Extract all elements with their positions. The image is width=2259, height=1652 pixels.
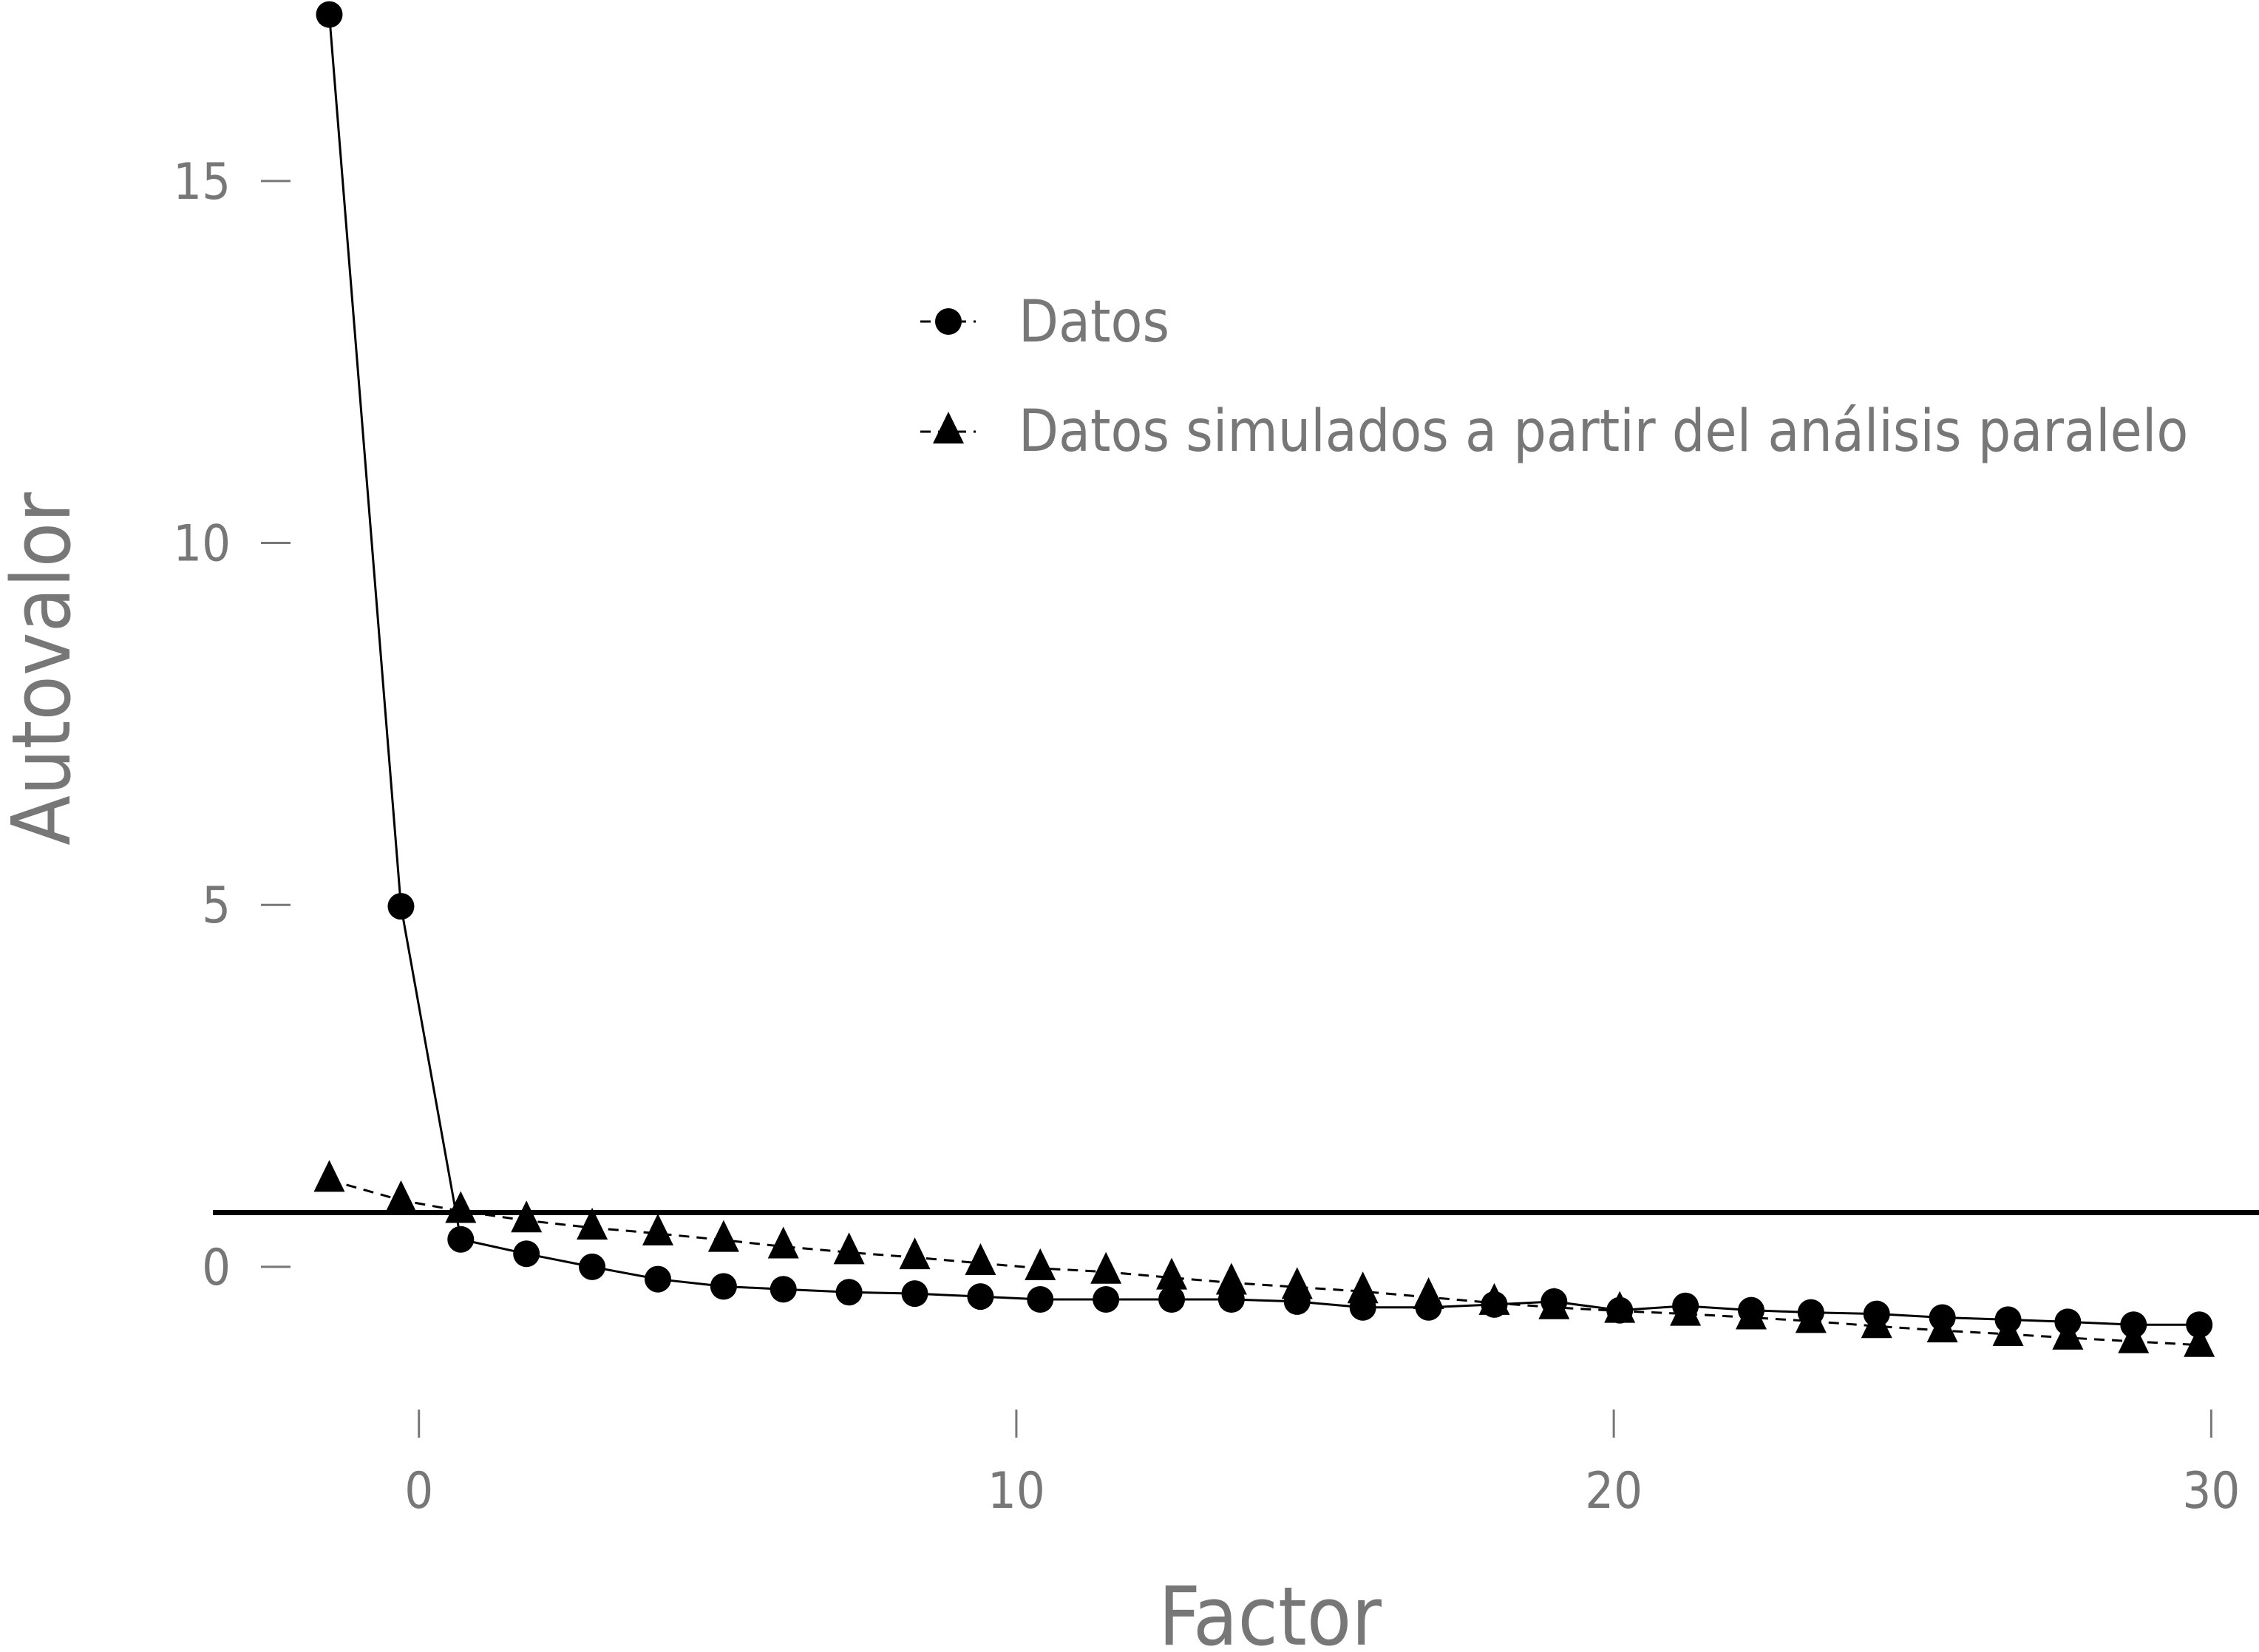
data-point-circle — [579, 1253, 606, 1280]
y-tick-label: 0 — [202, 1239, 231, 1297]
data-point-triangle — [1538, 1287, 1570, 1319]
legend-marker-circle-icon — [935, 308, 962, 335]
data-point-triangle — [1670, 1294, 1702, 1326]
series-layer — [313, 1, 2215, 1357]
legend-item-datos: Datos — [920, 289, 1169, 356]
data-point-triangle — [1861, 1306, 1892, 1339]
y-tick-label: 5 — [202, 877, 231, 935]
x-axis-title: Factor — [1158, 1569, 1382, 1652]
data-point-triangle — [577, 1208, 608, 1240]
data-point-circle — [513, 1240, 540, 1268]
legend-label-simulados: Datos simulados a partir del análisis pa… — [1019, 398, 2188, 465]
data-point-triangle — [833, 1232, 865, 1265]
data-point-triangle — [642, 1213, 673, 1245]
data-point-triangle — [1215, 1262, 1247, 1295]
data-point-circle — [967, 1283, 994, 1311]
legend: Datos Datos simulados a partir del análi… — [920, 289, 2188, 465]
x-tick-label: 10 — [988, 1462, 1045, 1520]
data-point-triangle — [1413, 1277, 1444, 1310]
data-point-triangle — [965, 1243, 996, 1276]
data-point-circle — [1027, 1285, 1054, 1313]
data-point-triangle — [445, 1191, 477, 1223]
data-point-triangle — [2184, 1325, 2215, 1357]
series-line-solid — [327, 14, 2200, 1326]
data-point-circle — [710, 1273, 737, 1300]
x-tick-label: 30 — [2182, 1462, 2240, 1520]
data-point-circle — [1093, 1285, 1120, 1313]
data-point-triangle — [1281, 1267, 1313, 1299]
y-tick-label: 15 — [173, 153, 231, 211]
data-point-circle — [316, 1, 343, 28]
data-point-triangle — [1795, 1301, 1827, 1333]
data-point-triangle — [1025, 1248, 1056, 1280]
data-point-triangle — [511, 1200, 543, 1233]
legend-label-datos: Datos — [1019, 289, 1169, 356]
data-point-triangle — [1926, 1311, 1958, 1343]
data-point-circle — [1158, 1285, 1186, 1313]
data-point-triangle — [1347, 1271, 1379, 1304]
data-point-triangle — [767, 1226, 799, 1259]
data-point-triangle — [385, 1180, 417, 1212]
data-point-triangle — [1736, 1297, 1767, 1330]
data-point-triangle — [313, 1160, 345, 1192]
series-simulados — [313, 1160, 2215, 1357]
data-point-circle — [901, 1280, 928, 1308]
data-point-triangle — [707, 1220, 739, 1252]
data-point-triangle — [1478, 1282, 1510, 1315]
data-point-circle — [447, 1226, 475, 1253]
series-line-dashed — [329, 1178, 2200, 1347]
data-point-triangle — [2052, 1317, 2084, 1350]
data-point-triangle — [2118, 1321, 2150, 1353]
data-point-circle — [387, 893, 415, 920]
data-point-circle — [644, 1265, 671, 1293]
legend-marker-triangle-icon — [933, 412, 964, 443]
y-axis-title: Autovalor — [0, 492, 89, 846]
series-datos — [316, 1, 2213, 1339]
x-tick-label: 0 — [404, 1462, 433, 1520]
legend-item-simulados: Datos simulados a partir del análisis pa… — [920, 398, 2188, 465]
axis-layer: 0 5 10 15 0 10 20 30 — [173, 153, 2240, 1520]
data-point-triangle — [1090, 1251, 1122, 1284]
data-point-circle — [2186, 1311, 2213, 1339]
data-point-circle — [770, 1276, 797, 1303]
x-tick-label: 20 — [1585, 1462, 1643, 1520]
data-point-triangle — [1156, 1257, 1188, 1290]
data-point-triangle — [1604, 1291, 1636, 1323]
data-point-triangle — [1992, 1314, 2024, 1346]
y-tick-label: 10 — [173, 515, 231, 574]
data-point-circle — [835, 1279, 863, 1306]
data-point-triangle — [899, 1237, 931, 1270]
